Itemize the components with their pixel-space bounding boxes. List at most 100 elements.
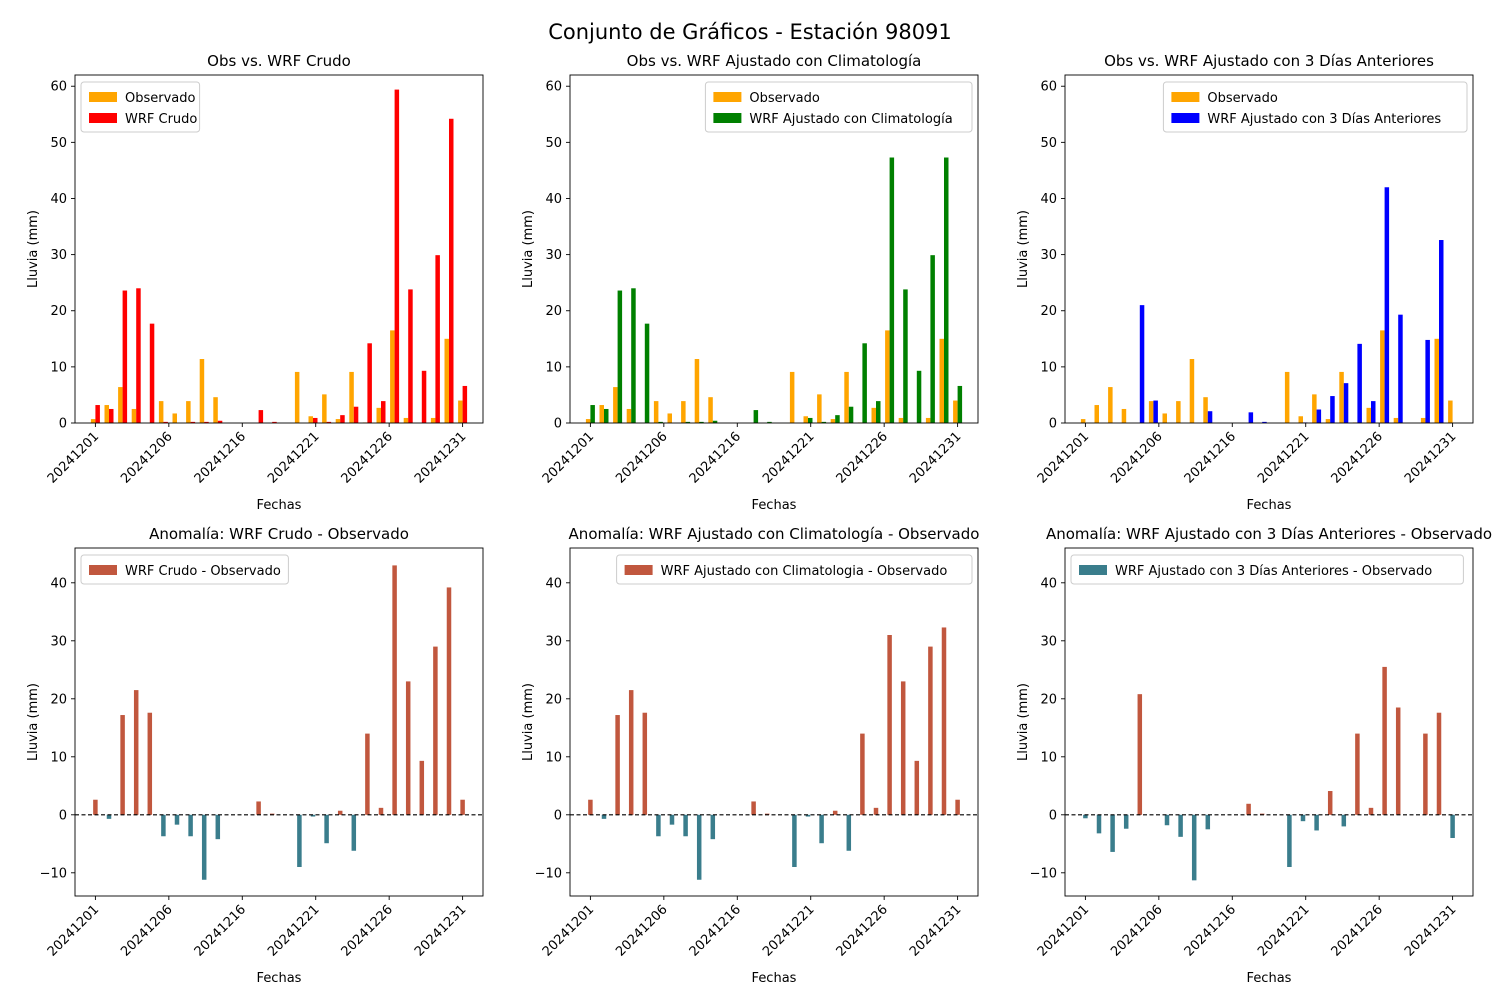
y-tick-label: 30: [545, 248, 562, 263]
x-tick-label: 20241206: [118, 902, 175, 959]
bar: [604, 408, 609, 423]
bar: [832, 810, 838, 815]
bar: [903, 289, 908, 423]
legend-label: WRF Crudo - Observado: [125, 564, 281, 579]
y-tick-label: 10: [1040, 750, 1057, 765]
x-tick-label: 20241231: [907, 429, 964, 486]
bar: [190, 421, 196, 423]
bar: [349, 371, 354, 423]
bar: [1189, 359, 1195, 423]
bar: [1434, 338, 1439, 423]
x-axis-label: Fechas: [752, 971, 797, 986]
x-tick-label: 20241221: [265, 429, 322, 486]
chart-panel-4: Anomalía: WRF Crudo - Observado −10 0 10 20 3…: [26, 525, 484, 986]
bar: [1330, 396, 1335, 423]
bar: [599, 405, 604, 423]
bar: [1312, 394, 1317, 423]
bar: [394, 89, 400, 423]
x-tick-label: 20241231: [412, 429, 469, 486]
bar: [172, 413, 177, 423]
bar: [308, 416, 313, 423]
legend: Observado WRF Crudo: [80, 81, 201, 133]
bar: [435, 255, 440, 423]
bar: [930, 255, 935, 423]
bar: [1246, 803, 1251, 815]
bar: [712, 420, 718, 423]
bar: [848, 406, 854, 423]
x-tick-label: 20241226: [834, 429, 891, 486]
chart-panel-2: Obs vs. WRF Ajustado con Climatología 0 10…: [521, 52, 979, 513]
bar: [1262, 421, 1267, 423]
bar: [104, 405, 109, 423]
bar: [830, 419, 836, 423]
x-tick-label: 20241216: [687, 902, 744, 959]
legend-swatch: [89, 565, 117, 575]
x-tick-label: 20241206: [613, 902, 670, 959]
bar: [1436, 712, 1442, 815]
bar: [188, 814, 193, 837]
bar: [1384, 187, 1390, 423]
y-axis-label: Lluvia (mm): [521, 210, 536, 288]
x-tick-label: 20241201: [1035, 429, 1092, 486]
y-tick-label: 20: [50, 304, 67, 319]
bar: [1343, 383, 1349, 423]
chart-panel-6: Anomalía: WRF Ajustado con 3 Días Anteri…: [1016, 525, 1492, 986]
bar: [462, 385, 468, 423]
bar: [1355, 733, 1360, 815]
x-tick-label: 20241231: [1402, 429, 1459, 486]
bar: [1287, 814, 1292, 867]
bar: [585, 419, 591, 423]
x-tick-label: 20241206: [118, 429, 175, 486]
bar: [419, 760, 425, 815]
bar: [694, 359, 700, 423]
y-tick-label: 30: [50, 634, 67, 649]
x-tick-label: 20241216: [192, 429, 249, 486]
bar: [626, 408, 632, 423]
y-tick-label: 10: [50, 360, 67, 375]
bar: [681, 401, 686, 423]
bar: [1137, 694, 1143, 815]
bar: [186, 401, 191, 423]
bar: [1368, 807, 1374, 815]
x-tick-label: 20241201: [540, 902, 597, 959]
bar: [460, 799, 465, 815]
bar: [1096, 814, 1102, 834]
y-tick-label: 0: [1049, 417, 1057, 432]
bar: [900, 681, 906, 815]
x-tick-label: 20241201: [45, 902, 102, 959]
legend-swatch: [624, 565, 653, 575]
bar: [421, 370, 427, 423]
bar: [269, 813, 275, 815]
bar: [199, 359, 205, 423]
chart-title: Obs vs. WRF Ajustado con Climatología: [627, 52, 922, 70]
axes-frame: [1064, 74, 1474, 424]
bar: [751, 801, 756, 815]
bar: [174, 814, 180, 825]
bar: [1448, 400, 1453, 423]
bar: [617, 290, 623, 423]
chart-title: Anomalía: WRF Crudo - Observado: [149, 525, 409, 543]
bar: [792, 814, 797, 867]
chart-title: Anomalía: WRF Ajustado con Climatología …: [569, 525, 980, 543]
y-tick-label: −10: [1030, 866, 1057, 881]
bar: [106, 814, 112, 819]
bar: [381, 401, 386, 423]
y-tick-label: 10: [1040, 360, 1057, 375]
legend-swatch: [1079, 565, 1107, 575]
x-tick-label: 20241226: [1329, 429, 1386, 486]
legend: Observado WRF Ajustado con 3 Días Anterio…: [1162, 81, 1468, 133]
bar: [1094, 405, 1099, 423]
bar: [957, 385, 963, 423]
bar: [1205, 814, 1211, 830]
chart-title: Obs vs. WRF Crudo: [207, 52, 351, 70]
bar: [1176, 401, 1181, 423]
y-tick-label: 60: [545, 80, 562, 95]
bar: [914, 760, 920, 815]
bar: [887, 635, 892, 815]
axes-frame: [1064, 547, 1474, 897]
legend-label: Observado: [125, 91, 196, 106]
x-tick-label: 20241206: [613, 429, 670, 486]
x-tick-label: 20241221: [1255, 429, 1312, 486]
bar: [944, 157, 949, 423]
legend-swatch: [89, 113, 117, 123]
